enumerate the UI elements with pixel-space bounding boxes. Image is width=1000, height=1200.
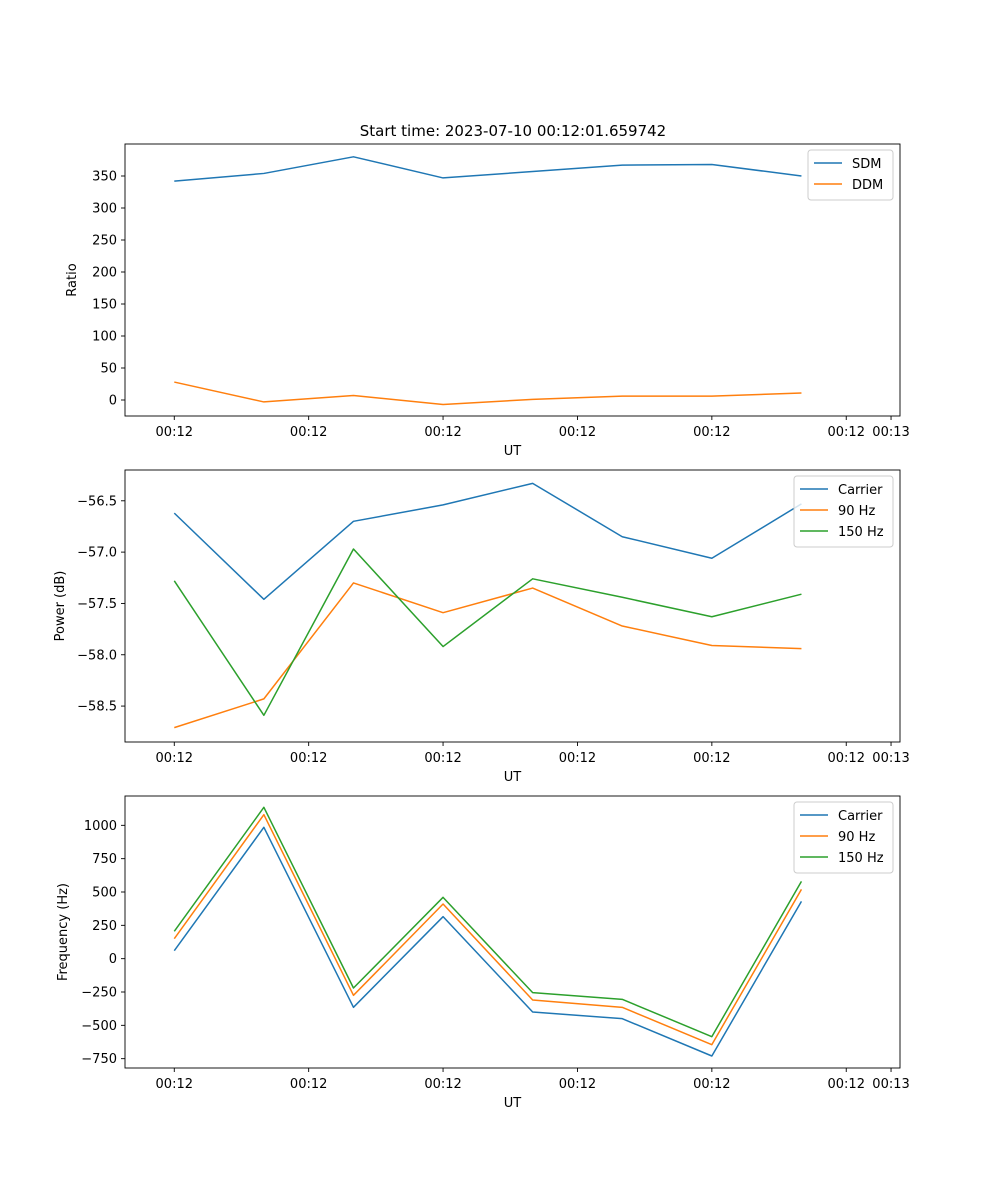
y-tick-label: −250 — [81, 986, 117, 1001]
x-tick-label: 00:12 — [290, 1077, 327, 1092]
axes-frame — [124, 143, 901, 417]
legend-box — [793, 475, 894, 548]
subplot-3: −750 −500 −250 0 250 500 750 1000 00:12 00:12 00:1… — [56, 795, 910, 1111]
y-tick-label: 0 — [109, 394, 117, 409]
y-tick-label: 300 — [92, 202, 117, 217]
x-tick-label: 00:12 — [290, 425, 327, 440]
y-axis-label: Ratio — [65, 263, 80, 296]
y-tick-label: 50 — [100, 362, 117, 377]
legend: Carrier 90 Hz 150 Hz — [793, 475, 894, 548]
x-tick-label: 00:12 — [290, 751, 327, 766]
axes-frame — [124, 795, 901, 1069]
y-tick-label: 150 — [92, 298, 117, 313]
x-tick-label: 00:12 — [559, 425, 596, 440]
y-tick-label: 100 — [92, 330, 117, 345]
x-tick-label: 00:12 — [156, 751, 193, 766]
y-tick-label: 1000 — [84, 819, 117, 834]
y-tick-label: −56.5 — [77, 494, 117, 509]
legend-label: Carrier — [838, 809, 883, 824]
legend-label: SDM — [852, 157, 881, 172]
legend-label: Carrier — [838, 483, 883, 498]
subplots: 0 50 100 150 200 250 300 350 00:12 00:12 00:12 00:1… — [53, 143, 910, 1111]
legend-label: 90 Hz — [838, 504, 875, 519]
x-tick-label: 00:13 — [872, 425, 909, 440]
legend: SDM DDM — [807, 149, 894, 201]
series-line-150-hz — [173, 806, 803, 1038]
series-line-carrier — [173, 482, 802, 601]
subplot-2: −58.5 −58.0 −57.5 −57.0 −56.5 00:12 00:12 00:12… — [53, 469, 910, 785]
y-tick-label: −58.5 — [77, 700, 117, 715]
subplot-1: 0 50 100 150 200 250 300 350 00:12 00:12 00:12 00:1… — [65, 143, 910, 459]
legend-box — [793, 801, 894, 874]
legend-label: 90 Hz — [838, 830, 875, 845]
y-tick-label: 250 — [92, 234, 117, 249]
x-tick-label: 00:13 — [872, 1077, 909, 1092]
x-tick-label: 00:12 — [693, 425, 730, 440]
x-tick-label: 00:13 — [872, 751, 909, 766]
series-line-150-hz — [173, 548, 802, 717]
y-tick-label: 250 — [92, 919, 117, 934]
x-tick-label: 00:12 — [156, 1077, 193, 1092]
x-axis-label: UT — [504, 444, 522, 459]
legend-label: DDM — [852, 178, 883, 193]
y-tick-label: 750 — [92, 852, 117, 867]
x-tick-label: 00:12 — [424, 425, 461, 440]
x-tick-label: 00:12 — [559, 751, 596, 766]
x-tick-label: 00:12 — [693, 1077, 730, 1092]
series-line-90-hz — [174, 582, 802, 729]
chart-title: Start time: 2023-07-10 00:12:01.659742 — [360, 122, 666, 140]
y-tick-label: 500 — [92, 886, 117, 901]
y-tick-label: −57.0 — [77, 546, 117, 561]
x-tick-label: 00:12 — [424, 751, 461, 766]
x-axis-label: UT — [504, 1096, 522, 1111]
legend-label: 150 Hz — [838, 525, 884, 540]
series-line-sdm — [174, 156, 802, 182]
y-tick-label: −500 — [81, 1019, 117, 1034]
y-axis-label: Power (dB) — [53, 571, 68, 642]
y-tick-label: 200 — [92, 266, 117, 281]
x-axis-label: UT — [504, 770, 522, 785]
x-tick-label: 00:12 — [828, 425, 865, 440]
x-tick-label: 00:12 — [828, 1077, 865, 1092]
y-tick-label: 0 — [109, 952, 117, 967]
legend: Carrier 90 Hz 150 Hz — [793, 801, 894, 874]
x-tick-label: 00:12 — [156, 425, 193, 440]
axes-frame — [124, 469, 901, 743]
y-tick-label: −57.5 — [77, 597, 117, 612]
y-tick-label: 350 — [92, 170, 117, 185]
legend-label: 150 Hz — [838, 851, 884, 866]
y-tick-label: −750 — [81, 1052, 117, 1067]
y-tick-label: −58.0 — [77, 648, 117, 663]
x-tick-label: 00:12 — [828, 751, 865, 766]
y-axis-label: Frequency (Hz) — [56, 883, 71, 981]
x-tick-label: 00:12 — [559, 1077, 596, 1092]
x-tick-label: 00:12 — [693, 751, 730, 766]
x-tick-label: 00:12 — [424, 1077, 461, 1092]
series-line-ddm — [174, 381, 802, 406]
series-line-carrier — [173, 826, 803, 1057]
series-line-90-hz — [173, 813, 803, 1046]
